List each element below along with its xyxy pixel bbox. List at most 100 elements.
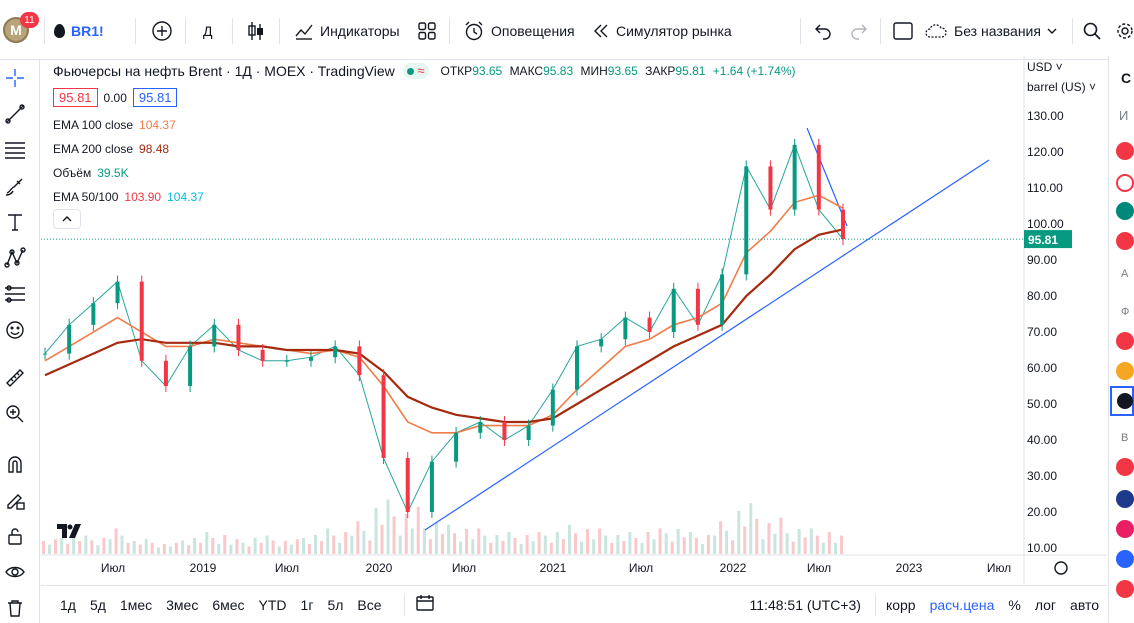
range-button[interactable]: 1г: [300, 596, 314, 613]
fib-tool[interactable]: [3, 138, 27, 162]
oil-drop-icon: [54, 24, 65, 38]
pattern-tool[interactable]: [3, 246, 27, 270]
brush-tool[interactable]: [3, 174, 27, 198]
interval-button[interactable]: Д: [203, 16, 212, 46]
indicator-legend-row[interactable]: Объём 39.5K: [53, 161, 796, 185]
range-button[interactable]: Все: [357, 596, 382, 613]
price-tick-label: 120.00: [1027, 145, 1064, 159]
fullscreen-layout-button[interactable]: [892, 16, 914, 46]
range-button[interactable]: 5д: [89, 596, 106, 613]
watchlist-item-icon[interactable]: [1116, 232, 1134, 250]
volume-bar: [60, 538, 64, 554]
crosshair-tool[interactable]: [3, 66, 27, 90]
watchlist-item-icon[interactable]: [1116, 142, 1134, 160]
collapse-legend-button[interactable]: [53, 209, 81, 229]
volume-bar: [42, 541, 45, 554]
range-button[interactable]: 5л: [327, 596, 344, 613]
watchlist-item-icon[interactable]: [1116, 550, 1134, 568]
bid-price[interactable]: 95.81: [53, 88, 98, 107]
pattern-icon: [4, 247, 26, 268]
trend-line-tool[interactable]: [3, 102, 27, 126]
scale-option-button[interactable]: расч.цена: [929, 596, 995, 613]
indicator-legend-row[interactable]: EMA 200 close 98.48: [53, 137, 796, 161]
zoom-tool[interactable]: [3, 402, 27, 426]
candle-body: [599, 339, 604, 347]
watchlist-item-icon[interactable]: [1116, 332, 1134, 350]
prediction-tool[interactable]: [3, 282, 27, 306]
watchlist-item-icon[interactable]: [1116, 490, 1134, 508]
indicators-label: Индикаторы: [320, 23, 400, 39]
volume-bar: [90, 540, 94, 554]
price-tick-label: 40.00: [1027, 433, 1057, 447]
templates-button[interactable]: [417, 16, 437, 46]
range-button[interactable]: 3мес: [166, 596, 199, 613]
watchlist-item-icon[interactable]: [1116, 520, 1134, 538]
scale-option-button[interactable]: корр: [885, 596, 916, 613]
alerts-button[interactable]: Оповещения: [463, 16, 575, 46]
search-button[interactable]: [1082, 16, 1102, 46]
chart-legend: Фьючерсы на нефть Brent · 1Д · MOEX · Tr…: [53, 62, 796, 229]
candle-body: [768, 166, 773, 210]
gear-icon: [1117, 23, 1133, 39]
time-tick-label: 2021: [540, 561, 567, 575]
zoom-in-icon: [6, 405, 24, 423]
indicator-legend-row[interactable]: EMA 100 close 104.37: [53, 113, 796, 137]
ask-price[interactable]: 95.81: [132, 88, 178, 107]
goto-date-button[interactable]: [415, 593, 435, 616]
replay-button[interactable]: Симулятор рынка: [592, 16, 732, 46]
volume-bar: [803, 537, 807, 554]
chart-type-button[interactable]: [246, 16, 266, 46]
tradingview-logo[interactable]: [56, 522, 82, 540]
currency-selector[interactable]: USD ˅: [1027, 60, 1063, 74]
trash-icon: [8, 600, 22, 617]
candle-body: [720, 274, 725, 325]
volume-bar: [277, 546, 281, 554]
compare-button[interactable]: [151, 16, 173, 46]
indicator-legend-row[interactable]: EMA 50/100 103.90 104.37: [53, 185, 796, 209]
volume-bar: [66, 544, 70, 554]
redo-button[interactable]: [849, 16, 869, 46]
watchlist-panel: С И А Ф В: [1108, 56, 1134, 623]
symbol-search[interactable]: BR1!: [54, 16, 104, 46]
watchlist-item-icon[interactable]: [1116, 580, 1134, 598]
lock-tool[interactable]: [3, 524, 27, 548]
ruler-icon: [6, 369, 24, 387]
undo-button[interactable]: [813, 16, 833, 46]
candle-body: [163, 360, 168, 386]
clock[interactable]: 11:48:51 (UTC+3): [749, 596, 861, 613]
layout-name-button[interactable]: Без названия: [924, 16, 1057, 46]
volume-bar: [392, 516, 396, 554]
icons-tool[interactable]: [3, 318, 27, 342]
indicator-name: Объём: [53, 166, 92, 180]
volume-bar: [743, 526, 747, 554]
volume-bar: [465, 529, 469, 554]
replay-label: Симулятор рынка: [616, 23, 732, 39]
volume-bar: [459, 541, 463, 554]
watchlist-item-icon[interactable]: [1116, 362, 1134, 380]
indicator-value: 104.37: [167, 190, 204, 204]
scale-option-button[interactable]: лог: [1034, 596, 1057, 613]
watchlist-item-icon[interactable]: [1116, 202, 1134, 220]
range-button[interactable]: YTD: [258, 596, 287, 613]
hide-drawings-tool[interactable]: [3, 560, 27, 584]
lock-drawings-tool[interactable]: [3, 488, 27, 512]
indicators-button[interactable]: Индикаторы: [294, 16, 400, 46]
range-button[interactable]: 1д: [60, 596, 76, 613]
watchlist-selected-row[interactable]: [1110, 386, 1134, 416]
ruler-tool[interactable]: [3, 366, 27, 390]
scale-option-button[interactable]: авто: [1070, 596, 1099, 613]
text-tool[interactable]: [3, 210, 27, 234]
watchlist-item-icon[interactable]: [1116, 458, 1134, 476]
market-status-dot: ≈: [402, 63, 429, 79]
range-button[interactable]: 1мес: [119, 596, 153, 613]
candle-body: [357, 346, 362, 376]
price-chart[interactable]: 130.00 120.00 110.00 100.00 90.00 80.00 70.00 6…: [41, 56, 1107, 584]
volume-bar: [440, 533, 444, 554]
magnet-tool[interactable]: [3, 452, 27, 476]
scale-option-button[interactable]: %: [1008, 596, 1021, 613]
range-button[interactable]: 6мес: [212, 596, 245, 613]
delete-tool[interactable]: [3, 596, 27, 620]
settings-button[interactable]: [1116, 16, 1134, 46]
unit-selector[interactable]: barrel (US) ˅: [1027, 80, 1097, 94]
watchlist-item-icon[interactable]: [1116, 174, 1134, 192]
